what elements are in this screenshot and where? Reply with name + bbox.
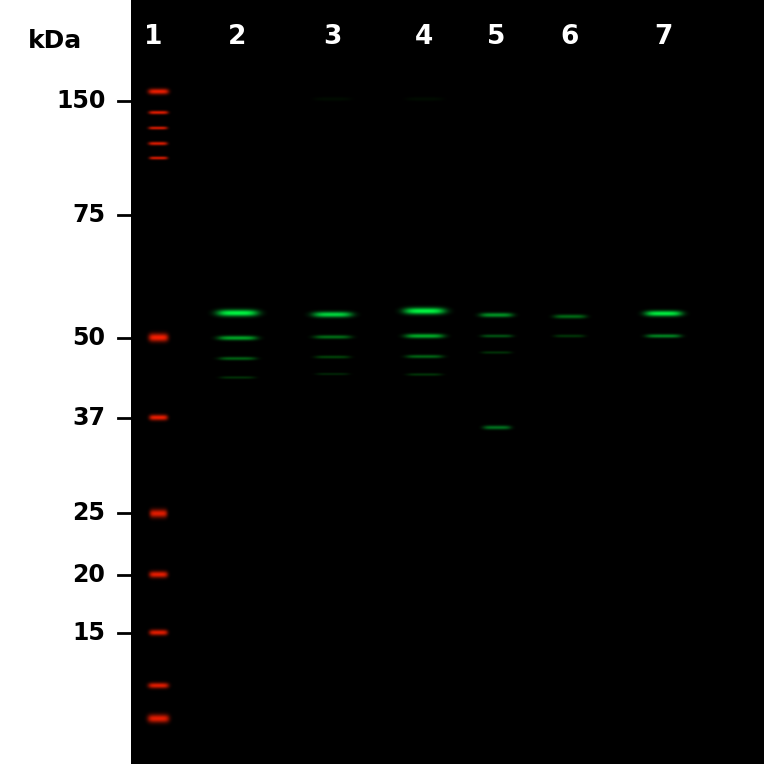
Text: 7: 7 bbox=[654, 24, 672, 50]
Text: 37: 37 bbox=[73, 406, 105, 430]
Text: 150: 150 bbox=[56, 89, 105, 113]
Text: 20: 20 bbox=[73, 562, 105, 587]
Text: 75: 75 bbox=[73, 203, 105, 228]
Bar bbox=[0, 0, 131, 764]
Text: kDa: kDa bbox=[28, 29, 83, 53]
Text: 50: 50 bbox=[73, 325, 105, 350]
Text: 4: 4 bbox=[415, 24, 433, 50]
Text: 25: 25 bbox=[73, 501, 105, 526]
Text: 6: 6 bbox=[560, 24, 578, 50]
Text: 5: 5 bbox=[487, 24, 506, 50]
Text: 2: 2 bbox=[228, 24, 246, 50]
Text: 1: 1 bbox=[144, 24, 162, 50]
Text: 3: 3 bbox=[323, 24, 342, 50]
Text: 15: 15 bbox=[73, 620, 105, 645]
